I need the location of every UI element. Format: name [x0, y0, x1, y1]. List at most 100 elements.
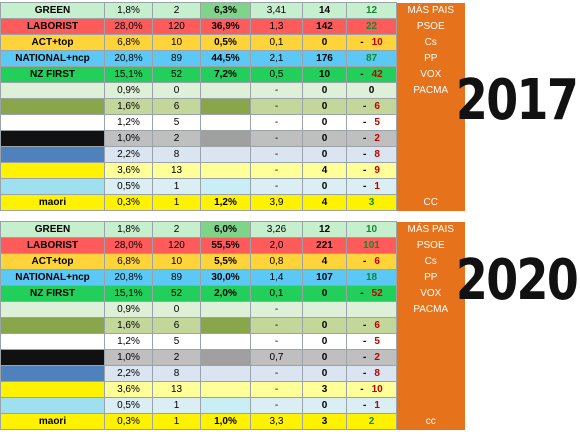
party-name-cell — [0, 333, 105, 350]
new-share-cell: 1,2% — [200, 194, 251, 211]
seat-change-value: 8 — [374, 368, 380, 379]
minus-sign: - — [363, 336, 367, 347]
new-seats-cell: 4 — [302, 253, 347, 270]
table-row: 0,9% 0-0 0 PACMA — [0, 82, 465, 99]
party-name-cell — [0, 114, 105, 131]
ratio-cell: - — [250, 381, 303, 398]
new-share-cell: 1,0% — [200, 413, 251, 430]
table-row: NATIONAL+ncp 20,8% 89 44,5% 2,1 176 87 PP — [0, 50, 465, 67]
new-seats-cell — [302, 301, 347, 318]
seat-change-cell: 101 — [346, 237, 397, 254]
seat-change-value: 0 — [368, 85, 375, 96]
party-name-cell: LABORIST — [0, 237, 105, 254]
new-seats-cell: 0 — [302, 98, 347, 115]
seat-change-value: 10 — [365, 224, 378, 235]
party-name-cell: LABORIST — [0, 18, 105, 35]
seat-change-value: 12 — [365, 5, 378, 16]
spanish-party-label: PSOE — [396, 18, 465, 35]
new-share-cell: 0,5% — [200, 34, 251, 51]
spanish-party-label — [396, 178, 465, 195]
new-share-cell: 6,0% — [200, 221, 251, 238]
seat-change-value: 87 — [365, 53, 378, 64]
table-row: 0,9% 0 - PACMA — [0, 301, 465, 318]
minus-sign: - — [363, 165, 367, 176]
spanish-party-label — [396, 162, 465, 179]
new-seats-cell: 0 — [302, 333, 347, 350]
party-name-cell — [0, 365, 105, 382]
seat-change-value: 9 — [374, 165, 380, 176]
new-share-cell: 44,5% — [200, 50, 251, 67]
seat-change-cell: -8 — [346, 365, 397, 382]
party-name-cell: maori — [0, 194, 105, 211]
vote-share-cell: 6,8% — [104, 34, 153, 51]
table-row: LABORIST 28,0% 120 36,9% 1,3 142 22 PSOE — [0, 18, 465, 35]
ratio-cell: - — [250, 98, 303, 115]
party-name-cell: GREEN — [0, 221, 105, 238]
seat-change-cell: 12 — [346, 2, 397, 19]
seat-change-value: 2 — [374, 352, 380, 363]
new-share-cell: 5,5% — [200, 253, 251, 270]
seat-change-cell: 87 — [346, 50, 397, 67]
new-seats-cell: 0 — [302, 114, 347, 131]
seats-cell: 89 — [152, 50, 201, 67]
new-seats-cell: 0 — [302, 178, 347, 195]
seats-cell: 13 — [152, 381, 201, 398]
minus-sign: - — [363, 320, 367, 331]
spanish-party-label — [396, 365, 465, 382]
year-label-2017: 2017 — [455, 68, 579, 133]
new-share-cell — [200, 301, 251, 318]
vote-share-cell: 0,5% — [104, 397, 153, 414]
table-row: 0,5% 1-0-1 — [0, 397, 465, 414]
seat-change-value: 101 — [363, 240, 380, 251]
new-share-cell — [200, 317, 251, 334]
new-seats-cell: 0 — [302, 349, 347, 366]
party-name-cell — [0, 146, 105, 163]
seat-change-cell: 2 — [346, 413, 397, 430]
seats-cell: 2 — [152, 349, 201, 366]
spanish-party-label: PP — [396, 50, 465, 67]
ratio-cell: - — [250, 114, 303, 131]
vote-share-cell: 2,2% — [104, 146, 153, 163]
vote-share-cell: 28,0% — [104, 18, 153, 35]
seat-change-value: 3 — [368, 197, 375, 208]
party-name-cell — [0, 397, 105, 414]
ratio-cell: 3,9 — [250, 194, 303, 211]
seat-change-cell: 18 — [346, 269, 397, 286]
party-name-cell — [0, 301, 105, 318]
new-seats-cell: 0 — [302, 130, 347, 147]
ratio-cell: 3,3 — [250, 413, 303, 430]
new-share-cell — [200, 114, 251, 131]
ratio-cell: 1,3 — [250, 18, 303, 35]
vote-share-cell: 1,6% — [104, 98, 153, 115]
vote-share-cell: 20,8% — [104, 50, 153, 67]
spanish-party-label: Cs — [396, 34, 465, 51]
new-seats-cell: 0 — [302, 317, 347, 334]
minus-sign: - — [363, 352, 367, 363]
new-seats-cell: 176 — [302, 50, 347, 67]
minus-sign: - — [363, 368, 367, 379]
vote-share-cell: 1,2% — [104, 114, 153, 131]
ratio-cell: 0,8 — [250, 253, 303, 270]
vote-share-cell: 28,0% — [104, 237, 153, 254]
table-row: ACT+top 6,8% 10 0,5% 0,1 0-10 Cs — [0, 34, 465, 51]
party-name-cell — [0, 130, 105, 147]
ratio-cell: - — [250, 178, 303, 195]
seat-change-cell: 22 — [346, 18, 397, 35]
spanish-party-label — [396, 317, 465, 334]
seat-change-cell: -9 — [346, 162, 397, 179]
minus-sign: - — [360, 384, 364, 395]
seats-cell: 120 — [152, 18, 201, 35]
party-name-cell — [0, 349, 105, 366]
ratio-cell: - — [250, 365, 303, 382]
vote-share-cell: 1,8% — [104, 2, 153, 19]
new-share-cell — [200, 381, 251, 398]
vote-share-cell: 15,1% — [104, 285, 153, 302]
minus-sign: - — [363, 149, 367, 160]
seats-cell: 120 — [152, 237, 201, 254]
seat-change-cell: -8 — [346, 146, 397, 163]
vote-share-cell: 1,8% — [104, 221, 153, 238]
ratio-cell: 0,7 — [250, 349, 303, 366]
spanish-party-label — [396, 349, 465, 366]
seat-change-value: 42 — [371, 69, 383, 80]
seats-cell: 0 — [152, 301, 201, 318]
